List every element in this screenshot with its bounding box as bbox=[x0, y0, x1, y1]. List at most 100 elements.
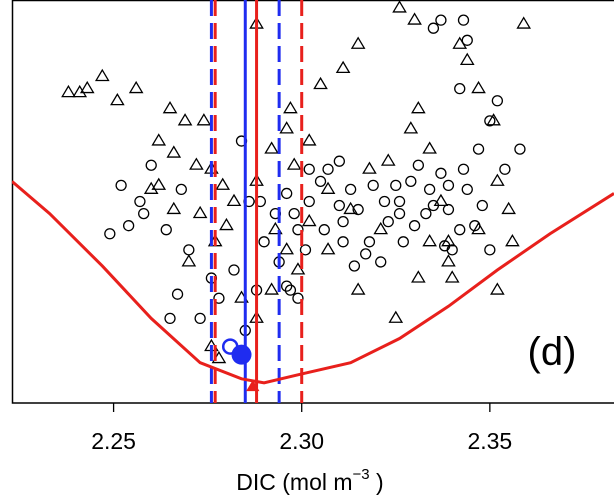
circle-point bbox=[303, 163, 315, 175]
circle-point bbox=[134, 195, 146, 208]
x-tick-label: 2.30 bbox=[279, 428, 324, 454]
circle-point bbox=[472, 143, 485, 155]
circle-point bbox=[461, 34, 473, 46]
triangle-point bbox=[362, 161, 377, 174]
circle-point bbox=[228, 264, 240, 276]
triangle-point bbox=[279, 121, 294, 134]
circle-point bbox=[484, 115, 496, 127]
circle-point bbox=[160, 224, 172, 236]
triangle-point bbox=[279, 242, 294, 255]
circle-point bbox=[397, 236, 409, 248]
x-axis-label: DIC (mol m−3 ) bbox=[236, 466, 383, 495]
triangle-point bbox=[433, 193, 449, 207]
triangle-point bbox=[380, 153, 396, 166]
triangle-point bbox=[151, 177, 167, 190]
circle-point bbox=[446, 244, 458, 256]
triangle-point bbox=[441, 254, 456, 267]
triangle-point bbox=[151, 133, 167, 146]
triangle-point bbox=[471, 80, 486, 94]
circle-point bbox=[115, 179, 127, 192]
circle-point bbox=[288, 207, 300, 220]
circle-point bbox=[461, 183, 473, 196]
triangle-point bbox=[452, 36, 468, 49]
triangle-point bbox=[162, 101, 178, 114]
circle-point bbox=[457, 163, 470, 175]
circle-point bbox=[258, 236, 270, 248]
x-label-sup: −3 bbox=[353, 466, 370, 483]
circle-point bbox=[435, 14, 447, 26]
triangle-point bbox=[422, 234, 437, 247]
circle-point bbox=[412, 159, 425, 171]
circle-point bbox=[454, 83, 466, 95]
triangle-point bbox=[189, 157, 204, 170]
triangle-point bbox=[79, 80, 95, 94]
fit-curve bbox=[12, 180, 614, 385]
triangle-point bbox=[335, 60, 351, 74]
circle-point bbox=[164, 312, 176, 325]
circle-point bbox=[171, 288, 184, 300]
circle-point bbox=[333, 199, 345, 212]
circle-point bbox=[104, 228, 116, 240]
plot-area bbox=[12, 0, 614, 403]
circle-point bbox=[138, 207, 150, 220]
circle-point bbox=[420, 207, 432, 220]
circle-point bbox=[408, 220, 421, 232]
circle-point bbox=[281, 187, 293, 200]
triangle-point bbox=[422, 141, 437, 154]
triangle-point bbox=[490, 282, 505, 295]
triangle-point bbox=[166, 201, 182, 215]
circle-point bbox=[145, 159, 157, 171]
circle-point bbox=[484, 244, 496, 256]
circle-point bbox=[284, 284, 297, 296]
circle-point bbox=[292, 292, 304, 304]
circle-point bbox=[183, 244, 195, 256]
circle-point bbox=[442, 203, 455, 216]
highlight-filled-circle bbox=[231, 344, 252, 365]
triangle-point bbox=[411, 101, 426, 114]
highlight-triangle bbox=[246, 379, 260, 392]
triangle-point bbox=[61, 84, 76, 98]
triangle-point bbox=[181, 254, 197, 267]
circle-point bbox=[378, 195, 391, 208]
circle-point bbox=[213, 292, 225, 304]
circle-point bbox=[476, 199, 488, 212]
circle-point bbox=[281, 280, 293, 292]
circle-point bbox=[299, 244, 312, 256]
triangle-point bbox=[407, 12, 422, 25]
circle-point bbox=[337, 215, 349, 228]
triangle-point bbox=[268, 221, 283, 235]
triangle-point bbox=[490, 173, 505, 186]
triangle-point bbox=[264, 282, 279, 295]
circle-point bbox=[292, 224, 304, 236]
triangle-point bbox=[516, 16, 532, 29]
circle-point bbox=[393, 207, 406, 220]
triangle-point bbox=[444, 270, 460, 283]
triangle-point bbox=[219, 217, 234, 231]
triangle-point bbox=[320, 242, 336, 255]
circle-point bbox=[333, 155, 345, 167]
triangle-point bbox=[283, 101, 298, 114]
x-tick-label: 2.35 bbox=[467, 428, 512, 454]
circle-point bbox=[514, 143, 526, 155]
circle-point bbox=[303, 195, 315, 208]
triangle-point bbox=[72, 84, 88, 98]
circle-point bbox=[352, 203, 364, 216]
triangle-point bbox=[373, 221, 389, 235]
circle-point bbox=[344, 183, 357, 196]
circle-point bbox=[435, 167, 447, 179]
triangle-point bbox=[301, 133, 317, 146]
plot-frame bbox=[11, 0, 614, 404]
triangle-point bbox=[301, 213, 317, 227]
x-label-main: DIC (mol m bbox=[236, 469, 352, 495]
circle-point bbox=[491, 95, 504, 107]
circle-point bbox=[122, 220, 135, 232]
circle-point bbox=[454, 224, 466, 236]
triangle-point bbox=[94, 68, 110, 82]
circle-point bbox=[348, 260, 361, 272]
triangle-point bbox=[411, 270, 426, 283]
circle-point bbox=[393, 195, 406, 208]
triangle-point bbox=[392, 0, 407, 13]
triangle-point bbox=[501, 201, 516, 215]
panel-label: (d) bbox=[528, 330, 577, 374]
